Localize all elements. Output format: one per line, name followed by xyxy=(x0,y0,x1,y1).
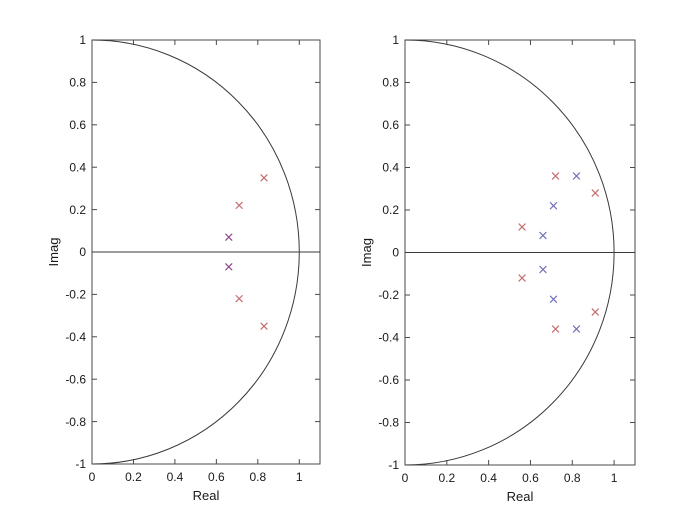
y-tick-label: 0.6 xyxy=(382,118,399,132)
pole-marker-poles-red xyxy=(260,322,268,331)
x-tick-label: 0.4 xyxy=(480,471,497,485)
y-tick-label: 0.2 xyxy=(69,203,86,217)
pole-marker-poles-purple xyxy=(224,263,233,271)
y-tick-label: 0 xyxy=(392,246,399,260)
y-tick-label: -0.6 xyxy=(65,372,86,386)
right-pole-zero-plot: 0 0.2 0.4 0.6 0.8 1 -1 -0.8 -0.6 -0.4 -0.2 0 0.2 0.4 0… xyxy=(359,33,636,504)
x-tick-label: 0 xyxy=(89,470,96,484)
y-tick-label: -0.2 xyxy=(378,288,399,302)
pole-marker-poles-red xyxy=(518,223,526,231)
pole-marker-poles-blue xyxy=(539,265,547,274)
y-tick-label: 1 xyxy=(79,33,86,47)
x-tick-label: 0.2 xyxy=(438,471,455,485)
pole-marker-poles-blue xyxy=(572,172,581,180)
x-tick-label: 0.8 xyxy=(249,470,266,484)
y-tick-label: 0.6 xyxy=(69,118,86,132)
y-tick-label: -0.2 xyxy=(65,288,86,302)
y-tick-label: -0.4 xyxy=(65,330,86,344)
left-pole-zero-plot: 0 0.2 0.4 0.6 0.8 1 -1 -0.8 -0.6 -0.4 -0.2 0 0.2 0.4 0… xyxy=(46,33,321,503)
pole-marker-poles-red xyxy=(591,308,600,316)
x-axis-label: Real xyxy=(507,489,534,504)
y-tick-label: 0.4 xyxy=(382,161,399,175)
x-tick-label: 0.8 xyxy=(564,471,581,485)
unit-circle xyxy=(91,39,300,465)
pole-marker-poles-blue xyxy=(549,201,558,210)
unit-circle xyxy=(404,39,615,466)
x-tick-label: 0.6 xyxy=(522,471,539,485)
pole-marker-poles-red xyxy=(235,294,243,303)
x-tick-label: 1 xyxy=(296,470,303,484)
y-tick-label: 0.8 xyxy=(69,76,86,90)
pole-marker-poles-blue xyxy=(539,231,547,240)
pole-marker-poles-blue xyxy=(572,325,581,333)
pole-marker-poles-red xyxy=(260,173,268,182)
y-tick-label: 0.8 xyxy=(382,76,399,90)
pole-marker-poles-red xyxy=(235,201,243,210)
pole-marker-poles-red xyxy=(591,189,600,197)
y-axis-label: Imag xyxy=(46,238,61,267)
y-tick-label: 0.2 xyxy=(382,203,399,217)
pole-marker-poles-purple xyxy=(224,233,233,241)
x-tick-label: 1 xyxy=(611,471,618,485)
y-tick-label: -0.4 xyxy=(378,331,399,345)
y-tick-label: -1 xyxy=(75,457,86,471)
y-tick-label: 0.4 xyxy=(69,160,86,174)
pole-marker-poles-red xyxy=(551,325,560,333)
y-tick-label: 0 xyxy=(79,245,86,259)
y-tick-label: -0.6 xyxy=(378,373,399,387)
y-tick-label: -0.8 xyxy=(378,416,399,430)
y-axis-label: Imag xyxy=(359,238,374,267)
pole-marker-poles-blue xyxy=(549,295,558,304)
x-tick-label: 0.2 xyxy=(125,470,142,484)
x-tick-label: 0 xyxy=(402,471,409,485)
x-tick-label: 0.4 xyxy=(167,470,184,484)
y-tick-label: -1 xyxy=(388,458,399,472)
x-axis-label: Real xyxy=(193,488,220,503)
x-tick-label: 0.6 xyxy=(208,470,225,484)
pole-marker-poles-red xyxy=(551,172,560,180)
y-tick-label: 1 xyxy=(392,33,399,47)
y-tick-label: -0.8 xyxy=(65,415,86,429)
pole-marker-poles-red xyxy=(518,274,526,282)
